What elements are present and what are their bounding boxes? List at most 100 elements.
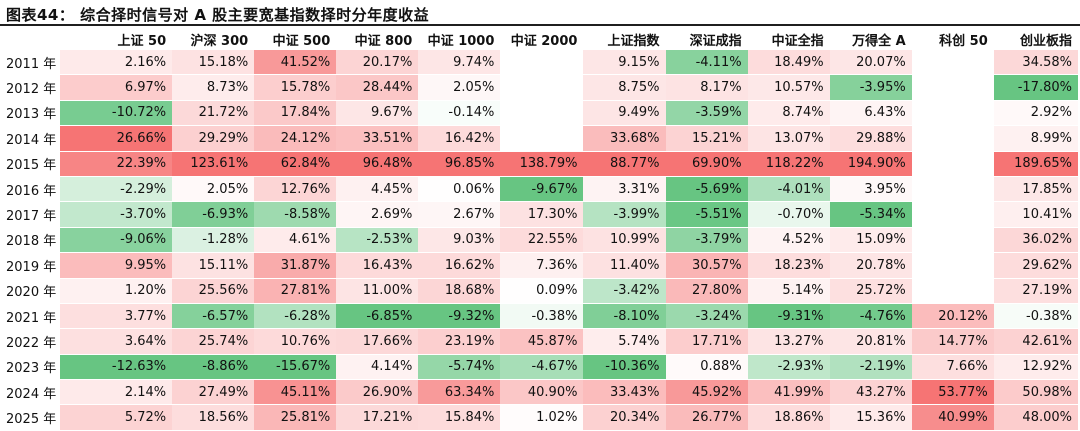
return-cell: 43.27% [829, 379, 912, 406]
return-cell: 27.49% [172, 379, 255, 406]
return-cell: 3.31% [583, 176, 666, 203]
return-cell: 23.19% [418, 328, 501, 355]
column-header: 创业板指 [1019, 33, 1072, 49]
return-cell: -10.36% [583, 354, 666, 381]
column-header: 中证 1000 [427, 33, 495, 49]
return-cell: -3.42% [583, 278, 666, 304]
table-body: 2011 年 2.16% 15.18% 41.52% 20.17% 9.74% 9.15% -… [0, 50, 1078, 431]
return-cell: -8.10% [583, 303, 666, 330]
year-label: 2019 年 [0, 252, 61, 279]
return-cell: 17.85% [993, 176, 1078, 203]
return-cell: 13.27% [747, 328, 830, 355]
year-label: 2023 年 [0, 354, 61, 381]
table-header-row: 上证 50 沪深 300 中证 500 中证 800 中证 1000 中证 2000 上证指… [0, 28, 1078, 50]
return-cell: 33.68% [583, 125, 666, 152]
return-cell: 0.06% [418, 176, 501, 203]
return-cell: 18.56% [172, 404, 255, 431]
column-header: 科创 50 [939, 33, 988, 49]
return-cell: 7.36% [500, 252, 584, 279]
return-cell: 18.86% [747, 404, 830, 431]
return-cell: 12.92% [993, 354, 1078, 381]
return-cell [911, 252, 994, 279]
table-row: 2021 年 3.77% -6.57% -6.28% -6.85% -9.32% -0.38… [0, 303, 1078, 330]
year-label: 2024 年 [0, 379, 61, 406]
return-cell: -6.85% [336, 303, 419, 330]
return-cell: 17.66% [336, 328, 419, 355]
table-row: 2025 年 5.72% 18.56% 25.81% 17.21% 15.84% 1.02%… [0, 404, 1078, 431]
return-cell: 8.17% [665, 74, 748, 101]
return-cell: -12.63% [60, 354, 173, 381]
column-header: 上证指数 [607, 33, 660, 49]
return-cell: 25.74% [172, 328, 255, 355]
return-cell: 2.92% [993, 100, 1078, 127]
return-cell: 22.39% [60, 151, 173, 177]
return-cell: 20.07% [829, 50, 912, 76]
return-cell: 29.88% [829, 125, 912, 152]
return-cell: 29.62% [993, 252, 1078, 279]
return-cell: -3.59% [665, 100, 748, 127]
return-cell: -3.24% [665, 303, 748, 330]
return-cell: 18.23% [747, 252, 830, 279]
figure-title: 图表44： 综合择时信号对 A 股主要宽基指数择时分年度收益 [6, 6, 430, 24]
return-cell: -6.93% [172, 201, 255, 228]
column-header: 深证成指 [689, 33, 742, 49]
return-cell: -9.06% [60, 227, 173, 254]
return-cell: -4.11% [665, 50, 748, 76]
return-cell: -2.29% [60, 176, 173, 203]
return-cell [911, 74, 994, 101]
return-cell: 40.99% [911, 404, 994, 431]
return-cell: 8.75% [583, 74, 666, 101]
return-cell: 10.99% [583, 227, 666, 254]
return-cell: 45.92% [665, 379, 748, 406]
table-row: 2016 年 -2.29% 2.05% 12.76% 4.45% 0.06% -9.67% 3… [0, 176, 1078, 203]
return-cell: 28.44% [336, 74, 419, 101]
table-row: 2019 年 9.95% 15.11% 31.87% 16.43% 16.62% 7.36%… [0, 252, 1078, 279]
return-cell: 27.19% [993, 278, 1078, 304]
return-cell [911, 151, 994, 177]
return-cell: 2.16% [60, 50, 173, 76]
return-cell: 17.84% [254, 100, 337, 127]
return-cell: -9.67% [500, 176, 584, 203]
table-row: 2022 年 3.64% 25.74% 10.76% 17.66% 23.19% 45.87… [0, 328, 1078, 355]
return-cell: 36.02% [993, 227, 1078, 254]
return-cell: 2.05% [418, 74, 501, 101]
return-cell: 6.43% [829, 100, 912, 127]
return-cell: -6.57% [172, 303, 255, 330]
return-cell: 15.11% [172, 252, 255, 279]
return-cell: 31.87% [254, 252, 337, 279]
return-cell: 62.84% [254, 151, 337, 177]
table-row: 2017 年 -3.70% -6.93% -8.58% 2.69% 2.67% 17.30%… [0, 201, 1078, 228]
return-cell: -9.32% [418, 303, 501, 330]
year-label: 2021 年 [0, 303, 61, 330]
return-cell [911, 201, 994, 228]
return-cell: 10.41% [993, 201, 1078, 228]
returns-table: 上证 50 沪深 300 中证 500 中证 800 中证 1000 中证 2000 上证指… [0, 28, 1078, 431]
return-cell: 15.18% [172, 50, 255, 76]
return-cell: 25.72% [829, 278, 912, 304]
return-cell: 16.43% [336, 252, 419, 279]
return-cell: 27.81% [254, 278, 337, 304]
header-year [0, 28, 60, 50]
return-cell: 4.52% [747, 227, 830, 254]
return-cell: 0.09% [500, 278, 584, 304]
return-cell: 9.15% [583, 50, 666, 76]
return-cell: 53.77% [911, 379, 994, 406]
return-cell: 15.36% [829, 404, 912, 431]
return-cell: 5.74% [583, 328, 666, 355]
return-cell [911, 227, 994, 254]
return-cell: 26.90% [336, 379, 419, 406]
column-header: 中证 800 [354, 33, 413, 49]
column-header: 万得全 A [852, 33, 906, 49]
table-row: 2015 年 22.39% 123.61% 62.84% 96.48% 96.85% 138… [0, 151, 1078, 177]
return-cell: -1.28% [172, 227, 255, 254]
year-label: 2018 年 [0, 227, 61, 254]
column-header: 沪深 300 [190, 33, 249, 49]
return-cell: -0.38% [500, 303, 584, 330]
return-cell: -10.72% [60, 100, 173, 127]
return-cell: 50.98% [993, 379, 1078, 406]
year-label: 2013 年 [0, 100, 61, 127]
return-cell: 26.66% [60, 125, 173, 152]
table-row: 2014 年 26.66% 29.29% 24.12% 33.51% 16.42% 33.6… [0, 125, 1078, 152]
return-cell: 18.68% [418, 278, 501, 304]
